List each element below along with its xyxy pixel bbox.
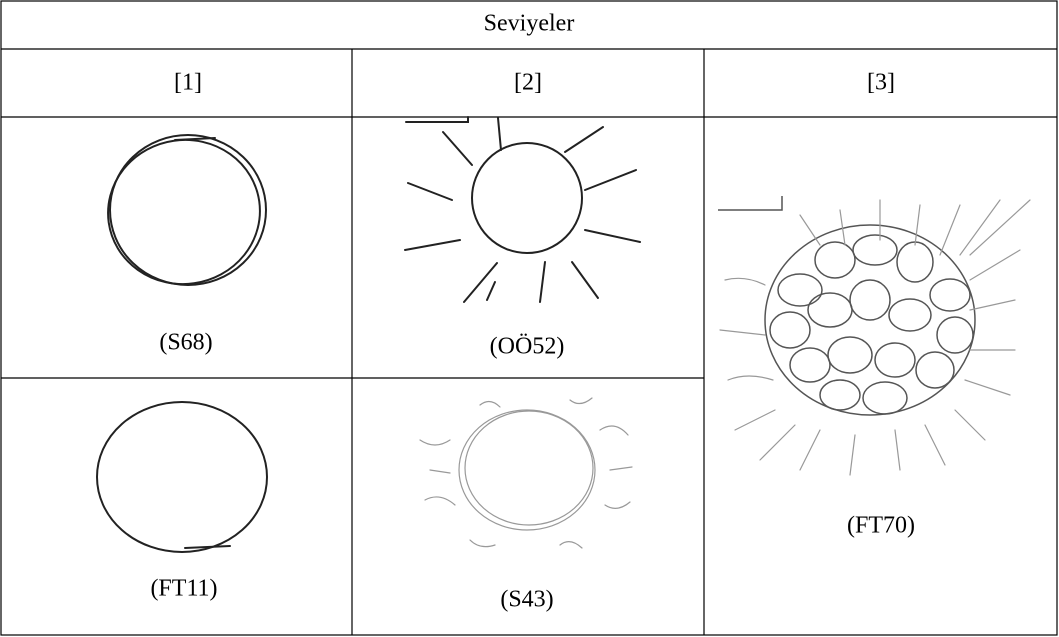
level-label: [3] (867, 70, 895, 96)
drawing (405, 117, 640, 302)
page: Seviyeler [1] [2] [3] (S68) (OÖ52) (FT11… (0, 0, 1059, 637)
drawing (97, 402, 267, 552)
cell-caption: (FT70) (847, 513, 915, 539)
table-header: Seviyeler (484, 11, 575, 37)
table-borders (1, 1, 1057, 635)
cell-caption: (OÖ52) (490, 334, 565, 360)
level-label: [1] (174, 70, 202, 96)
table: Seviyeler [1] [2] [3] (S68) (OÖ52) (FT11… (0, 0, 1059, 637)
drawing (99, 130, 270, 294)
drawing (420, 398, 632, 548)
drawing (718, 196, 1030, 475)
cell-caption: (S43) (500, 587, 553, 613)
cell-caption: (FT11) (150, 576, 217, 602)
cell-caption: (S68) (159, 330, 212, 356)
level-label: [2] (514, 70, 542, 96)
